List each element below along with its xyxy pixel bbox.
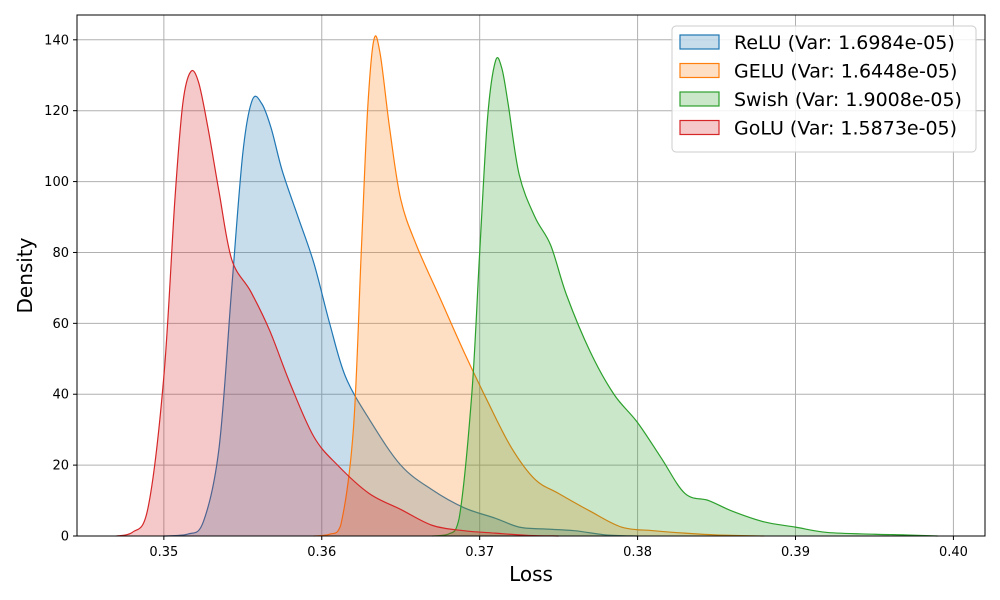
y-tick-label: 20	[52, 459, 69, 474]
x-tick-label: 0.37	[465, 545, 494, 560]
ticks-layer: 0.35 0.36 0.37 0.38 0.39 0.40 0 20 40 60 80 100 120 1…	[44, 33, 968, 560]
x-tick-label: 0.40	[939, 545, 968, 560]
series-line-2	[432, 57, 938, 537]
series-area-2	[432, 57, 938, 536]
series-area-3	[116, 70, 559, 536]
y-tick-label: 100	[44, 175, 69, 190]
x-tick-label: 0.38	[623, 545, 652, 560]
legend-swatch	[679, 34, 720, 50]
y-tick-label: 40	[52, 388, 69, 403]
legend-swatch	[679, 62, 720, 79]
x-tick-label: 0.35	[149, 545, 178, 560]
y-tick-label: 140	[44, 33, 69, 48]
series-area-1	[313, 35, 764, 536]
legend: ReLU (Var: 1.6984e-05) GELU (Var: 1.6448e…	[671, 25, 977, 153]
legend-box	[671, 25, 977, 153]
series-area-0	[163, 96, 638, 537]
y-tick-label: 60	[52, 317, 69, 332]
x-tick-label: 0.39	[781, 545, 810, 560]
legend-label: Swish (Var: 1.9008e-05)	[734, 89, 962, 111]
series-layer	[116, 35, 938, 537]
series-line-1	[313, 35, 764, 537]
legend-label: ReLU (Var: 1.6984e-05)	[734, 32, 955, 54]
y-axis-title: Density	[13, 237, 37, 313]
y-tick-label: 80	[52, 246, 69, 261]
legend-label: GoLU (Var: 1.5873e-05)	[734, 118, 957, 140]
series-line-0	[163, 95, 638, 537]
x-axis-title: Loss	[509, 562, 553, 586]
y-tick-label: 120	[44, 104, 69, 119]
series-line-3	[116, 69, 559, 537]
legend-label: GELU (Var: 1.6448e-05)	[734, 61, 957, 83]
legend-swatch	[679, 91, 720, 107]
legend-swatch	[679, 119, 720, 136]
x-tick-label: 0.36	[307, 545, 336, 560]
y-tick-label: 0	[61, 530, 69, 545]
plot-frame	[76, 14, 986, 537]
